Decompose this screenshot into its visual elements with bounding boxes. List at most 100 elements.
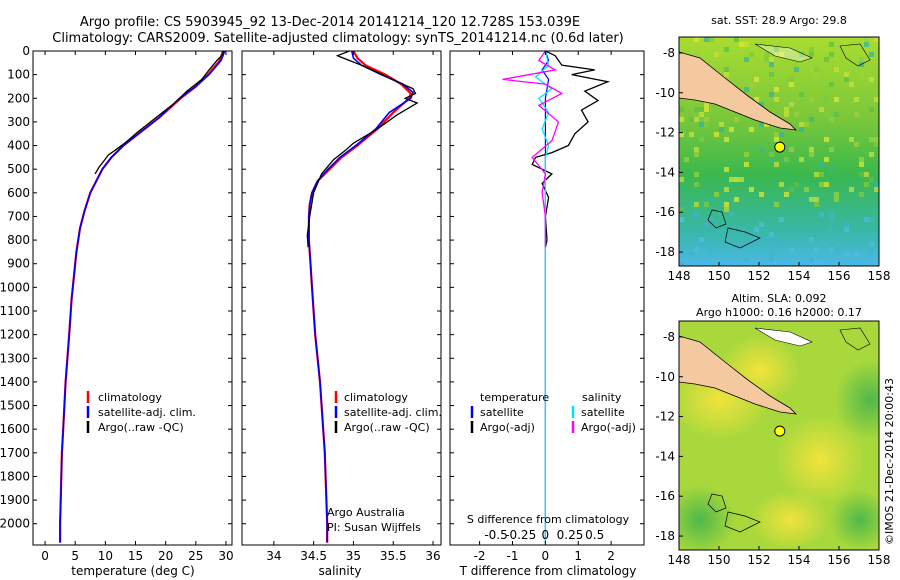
sst-pixel bbox=[874, 97, 879, 102]
sst-pixel bbox=[714, 192, 719, 197]
sst-pixel bbox=[844, 77, 849, 82]
y-tick-label: 400 bbox=[7, 139, 30, 153]
legend-label-satellite: satellite-adj. clim. bbox=[98, 406, 196, 419]
sst-pixel bbox=[704, 117, 709, 122]
sst-pixel bbox=[694, 137, 699, 142]
series-line-s-argo-adj- bbox=[502, 50, 564, 248]
sst-pixel bbox=[779, 217, 784, 222]
s-tick-label: 0.5 bbox=[585, 528, 604, 542]
salinity-xlabel: salinity bbox=[318, 564, 361, 578]
sst-pixel bbox=[799, 92, 804, 97]
sst-pixel bbox=[844, 252, 849, 257]
x-tick-label: 0 bbox=[542, 549, 550, 563]
map-x-tick-label: 154 bbox=[788, 553, 811, 567]
sst-pixel bbox=[854, 252, 859, 257]
legend-label-s-satellite: satellite bbox=[581, 406, 625, 419]
sst-pixel bbox=[704, 102, 709, 107]
sst-pixel bbox=[789, 77, 794, 82]
sst-pixel bbox=[744, 257, 749, 262]
sst-pixel bbox=[814, 202, 819, 207]
map-y-tick-label: -14 bbox=[655, 165, 675, 179]
sst-pixel bbox=[724, 107, 729, 112]
sla-low-blob bbox=[679, 485, 735, 550]
y-tick-label: 2000 bbox=[0, 517, 30, 531]
sst-pixel bbox=[829, 212, 834, 217]
sst-pixel bbox=[699, 107, 704, 112]
sst-pixel bbox=[694, 182, 699, 187]
sst-pixel bbox=[859, 72, 864, 77]
sst-pixel bbox=[829, 247, 834, 252]
sst-pixel bbox=[849, 187, 854, 192]
sst-pixel bbox=[829, 242, 834, 247]
sst-pixel bbox=[734, 197, 739, 202]
sst-pixel bbox=[784, 112, 789, 117]
map-x-tick-label: 150 bbox=[708, 553, 731, 567]
sst-pixel bbox=[864, 172, 869, 177]
y-tick-label: 0 bbox=[22, 44, 30, 58]
legend-title-salinity: salinity bbox=[582, 391, 622, 404]
sst-pixel bbox=[769, 152, 774, 157]
salinity-panel: 34 34.5 35 35.5 36 salinity climatology sate… bbox=[241, 50, 442, 578]
sst-pixel bbox=[779, 242, 784, 247]
y-tick-label: 1300 bbox=[0, 351, 30, 365]
sst-pixel bbox=[724, 67, 729, 72]
map-y-tick-label: -18 bbox=[655, 245, 675, 259]
x-tick-label: 15 bbox=[128, 549, 143, 563]
sst-pixel bbox=[679, 107, 684, 112]
sst-pixel bbox=[814, 197, 819, 202]
x-tick-label: 34 bbox=[266, 549, 281, 563]
sst-pixel bbox=[769, 57, 774, 62]
sst-pixel bbox=[874, 232, 879, 237]
sst-pixel bbox=[869, 77, 874, 82]
sst-pixel bbox=[689, 117, 694, 122]
map-x-tick-label: 148 bbox=[668, 269, 691, 283]
sst-pixel bbox=[809, 197, 814, 202]
sst-pixel bbox=[724, 167, 729, 172]
sst-pixel bbox=[809, 52, 814, 57]
sst-pixel bbox=[869, 242, 874, 247]
sst-pixel bbox=[709, 147, 714, 152]
sla-high-blob bbox=[775, 415, 865, 505]
sst-pixel bbox=[699, 142, 704, 147]
sst-pixel bbox=[749, 82, 754, 87]
sst-pixel bbox=[864, 37, 869, 42]
s-tick-label: 0 bbox=[542, 528, 550, 542]
sst-pixel bbox=[684, 157, 689, 162]
series-line-satellite-adj-clim- bbox=[308, 50, 415, 543]
sst-pixel bbox=[724, 202, 729, 207]
sst-pixel bbox=[679, 147, 684, 152]
x-tick-label: 35.5 bbox=[380, 549, 407, 563]
sst-pixel bbox=[869, 107, 874, 112]
land-islands-south bbox=[707, 493, 761, 533]
y-tick-label: 900 bbox=[7, 257, 30, 271]
sst-pixel bbox=[714, 132, 719, 137]
sst-pixel bbox=[869, 52, 874, 57]
map-x-tick-label: 152 bbox=[748, 553, 771, 567]
sst-pixel bbox=[809, 67, 814, 72]
land-islands-east bbox=[839, 43, 871, 67]
map-x-tick-label: 158 bbox=[868, 269, 891, 283]
difference-top-xlabel: S difference from climatology bbox=[467, 513, 630, 526]
y-tick-label: 100 bbox=[7, 68, 30, 82]
figure-title-line2: Climatology: CARS2009. Satellite-adjuste… bbox=[52, 31, 624, 46]
x-tick-label: 1 bbox=[574, 549, 582, 563]
sst-pixel bbox=[859, 192, 864, 197]
sst-pixel bbox=[754, 77, 759, 82]
sst-pixel bbox=[864, 217, 869, 222]
annotation-argo-australia: Argo Australia bbox=[327, 506, 405, 519]
sst-pixel bbox=[834, 97, 839, 102]
sst-pixel bbox=[874, 137, 879, 142]
s-tick-label: -0.5 bbox=[484, 528, 507, 542]
sst-pixel bbox=[694, 147, 699, 152]
sst-pixel bbox=[694, 107, 699, 112]
sst-pixel bbox=[679, 207, 684, 212]
sst-pixel bbox=[824, 57, 829, 62]
legend-title-temperature: temperature bbox=[480, 391, 549, 404]
x-tick-label: 20 bbox=[158, 549, 173, 563]
sst-pixel bbox=[854, 142, 859, 147]
sst-pixel bbox=[734, 177, 739, 182]
sst-pixel bbox=[739, 42, 744, 47]
sst-pixel bbox=[784, 107, 789, 112]
sst-pixel bbox=[784, 192, 789, 197]
